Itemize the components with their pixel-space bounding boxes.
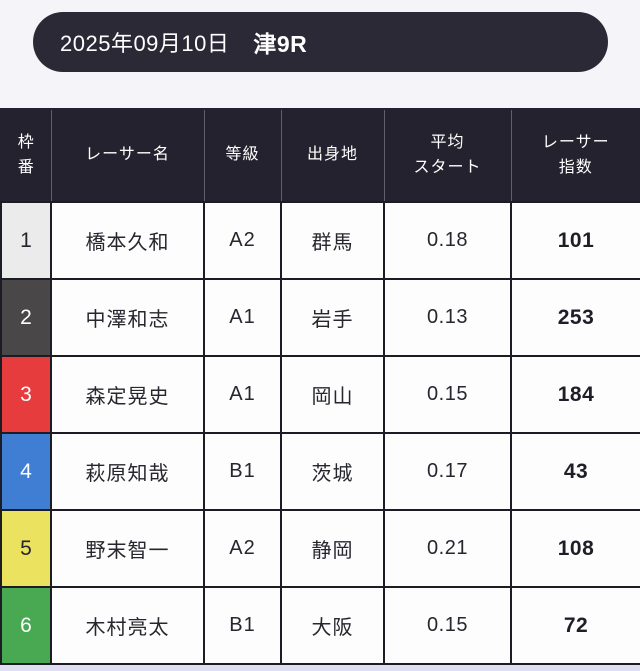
- origin-cell: 大阪: [280, 586, 385, 665]
- origin-cell: 茨城: [280, 432, 385, 511]
- col-header-origin: 出身地: [281, 108, 385, 203]
- racer-name-cell: 木村亮太: [50, 586, 205, 665]
- avg-start-cell: 0.18: [383, 201, 512, 280]
- table-row: 5 野末智一 A2 静岡 0.21 108: [0, 509, 640, 588]
- table-row: 3 森定晃史 A1 岡山 0.15 184: [0, 355, 640, 434]
- table-row: 4 萩原知哉 B1 茨城 0.17 43: [0, 432, 640, 511]
- col-header-racer-index: レーサー 指数: [511, 108, 640, 203]
- frame-number-cell: 6: [0, 586, 52, 665]
- col-header-frame-number: 枠 番: [0, 108, 52, 203]
- race-table-container: 枠 番 レーサー名 等級 出身地 平均 スタート レーサー 指数 1 橋本久和 …: [0, 108, 640, 665]
- grade-cell: B1: [203, 586, 282, 665]
- racer-index-cell: 72: [510, 586, 640, 665]
- racer-index-cell: 108: [510, 509, 640, 588]
- table-row: 6 木村亮太 B1 大阪 0.15 72: [0, 586, 640, 665]
- racer-index-cell: 43: [510, 432, 640, 511]
- racer-name-cell: 萩原知哉: [50, 432, 205, 511]
- frame-number-cell: 5: [0, 509, 52, 588]
- col-header-avg-start: 平均 スタート: [384, 108, 512, 203]
- origin-cell: 群馬: [280, 201, 385, 280]
- table-body: 1 橋本久和 A2 群馬 0.18 101 2 中澤和志 A1 岩手 0.13 …: [0, 201, 640, 665]
- origin-cell: 静岡: [280, 509, 385, 588]
- racer-index-cell: 184: [510, 355, 640, 434]
- racer-index-cell: 101: [510, 201, 640, 280]
- avg-start-cell: 0.17: [383, 432, 512, 511]
- origin-cell: 岩手: [280, 278, 385, 357]
- col-header-grade: 等級: [204, 108, 282, 203]
- frame-number-cell: 1: [0, 201, 52, 280]
- racer-name-cell: 野末智一: [50, 509, 205, 588]
- origin-cell: 岡山: [280, 355, 385, 434]
- grade-cell: B1: [203, 432, 282, 511]
- race-date: 2025年09月10日: [60, 31, 230, 56]
- avg-start-cell: 0.15: [383, 586, 512, 665]
- table-header-row: 枠 番 レーサー名 等級 出身地 平均 スタート レーサー 指数: [0, 108, 640, 203]
- table-row: 1 橋本久和 A2 群馬 0.18 101: [0, 201, 640, 280]
- avg-start-cell: 0.15: [383, 355, 512, 434]
- grade-cell: A2: [203, 201, 282, 280]
- col-header-racer-name: レーサー名: [51, 108, 205, 203]
- frame-number-cell: 4: [0, 432, 52, 511]
- table-header: 枠 番 レーサー名 等級 出身地 平均 スタート レーサー 指数: [0, 108, 640, 203]
- race-header: 2025年09月10日 津9R: [33, 12, 608, 72]
- avg-start-cell: 0.13: [383, 278, 512, 357]
- grade-cell: A1: [203, 278, 282, 357]
- table-row: 2 中澤和志 A1 岩手 0.13 253: [0, 278, 640, 357]
- grade-cell: A1: [203, 355, 282, 434]
- racer-index-cell: 253: [510, 278, 640, 357]
- race-entry-table: 枠 番 レーサー名 等級 出身地 平均 スタート レーサー 指数 1 橋本久和 …: [0, 108, 640, 665]
- racer-name-cell: 中澤和志: [50, 278, 205, 357]
- grade-cell: A2: [203, 509, 282, 588]
- frame-number-cell: 2: [0, 278, 52, 357]
- racer-name-cell: 橋本久和: [50, 201, 205, 280]
- racer-name-cell: 森定晃史: [50, 355, 205, 434]
- race-name: 津9R: [253, 31, 308, 57]
- frame-number-cell: 3: [0, 355, 52, 434]
- avg-start-cell: 0.21: [383, 509, 512, 588]
- footer-strip: [0, 665, 640, 671]
